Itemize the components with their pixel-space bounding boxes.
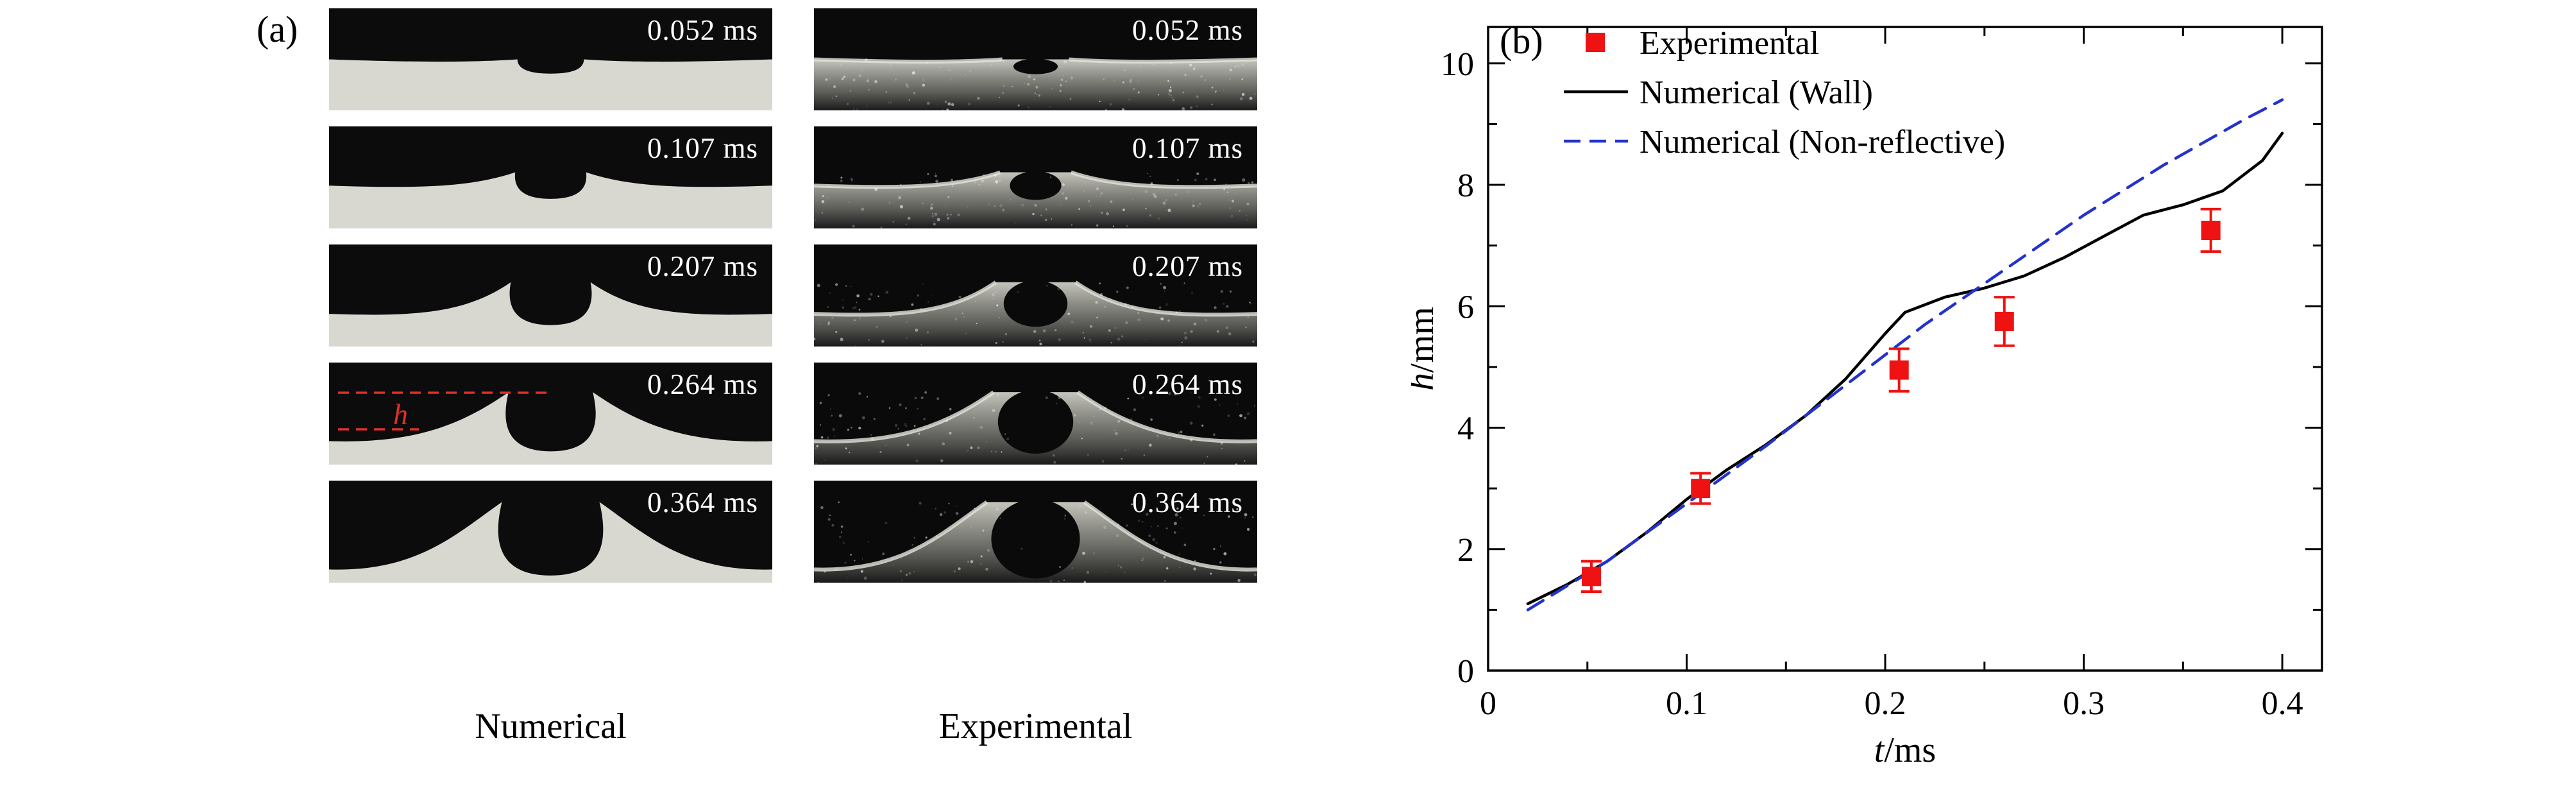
- frame-time-label: 0.107 ms: [647, 132, 758, 164]
- frame-time-label: 0.364 ms: [647, 486, 758, 518]
- experimental-photo-image: [814, 481, 1257, 583]
- svg-text:Numerical (Non-reflective): Numerical (Non-reflective): [1640, 124, 2005, 160]
- svg-text:0.1: 0.1: [1666, 685, 1707, 722]
- numerical-frame: 0.364 ms: [329, 481, 772, 583]
- chart-plot: 0 0.1 0.2 0.3 0.4 0 2 4 6 8 10 t/ms h/mm Experimental…: [1402, 25, 2323, 770]
- experimental-photo-image: [814, 363, 1257, 465]
- experimental-photo-image: [814, 126, 1257, 228]
- experimental-photo-image: [814, 8, 1257, 110]
- frame-time-label: 0.364 ms: [1131, 486, 1243, 518]
- frame-time-label: 0.107 ms: [1131, 132, 1243, 164]
- frame-time-label: 0.052 ms: [1131, 14, 1243, 46]
- experimental-column: 0.052 ms 0.107 ms 0.207 ms 0.264 ms 0.36…: [814, 8, 1257, 747]
- experimental-column-label: Experimental: [938, 707, 1133, 746]
- height-annotation-label: h: [393, 398, 408, 431]
- svg-text:6: 6: [1457, 289, 1474, 325]
- svg-text:2: 2: [1457, 532, 1474, 569]
- chart-panel: 0 0.1 0.2 0.3 0.4 0 2 4 6 8 10 t/ms h/mm Experimental…: [1402, 0, 2576, 788]
- svg-text:10: 10: [1441, 46, 1474, 83]
- numerical-column: 0.052 ms 0.107 ms 0.207 ms h 0.264 ms 0.…: [329, 8, 772, 747]
- numerical-frame: 0.052 ms: [329, 8, 772, 110]
- svg-text:0: 0: [1457, 653, 1474, 690]
- panel-a-label: (a): [257, 8, 298, 50]
- svg-text:0: 0: [1480, 685, 1496, 722]
- svg-text:Experimental: Experimental: [1640, 25, 1819, 62]
- numerical-frame: h 0.264 ms: [329, 363, 772, 465]
- experimental-frame: 0.107 ms: [814, 126, 1257, 228]
- height-annotation-lines: [338, 391, 551, 431]
- frame-time-label: 0.264 ms: [647, 368, 758, 400]
- experimental-frame: 0.207 ms: [814, 244, 1257, 347]
- frame-time-label: 0.207 ms: [647, 250, 758, 282]
- numerical-column-label: Numerical: [475, 707, 627, 746]
- svg-text:t/ms: t/ms: [1874, 730, 1936, 770]
- svg-text:0.4: 0.4: [2262, 685, 2303, 722]
- frame-time-label: 0.052 ms: [647, 14, 758, 46]
- svg-text:h/mm: h/mm: [1411, 307, 1441, 391]
- svg-text:0.3: 0.3: [2063, 685, 2105, 722]
- svg-text:8: 8: [1457, 167, 1474, 204]
- numerical-frame: 0.207 ms: [329, 244, 772, 347]
- numerical-simulation-image: [329, 244, 772, 347]
- experimental-frame: 0.364 ms: [814, 481, 1257, 583]
- svg-text:Numerical (Wall): Numerical (Wall): [1640, 74, 1873, 111]
- numerical-simulation-image: [329, 126, 772, 228]
- numerical-simulation-image: [329, 481, 772, 583]
- svg-text:4: 4: [1457, 411, 1474, 447]
- numerical-simulation-image: [329, 363, 772, 465]
- experimental-photo-image: [814, 244, 1257, 347]
- svg-text:0.2: 0.2: [1865, 685, 1906, 722]
- numerical-simulation-image: [329, 8, 772, 110]
- frame-time-label: 0.264 ms: [1131, 368, 1243, 400]
- numerical-frame: 0.107 ms: [329, 126, 772, 228]
- frame-time-label: 0.207 ms: [1131, 250, 1243, 282]
- experimental-frame: 0.264 ms: [814, 363, 1257, 465]
- experimental-frame: 0.052 ms: [814, 8, 1257, 110]
